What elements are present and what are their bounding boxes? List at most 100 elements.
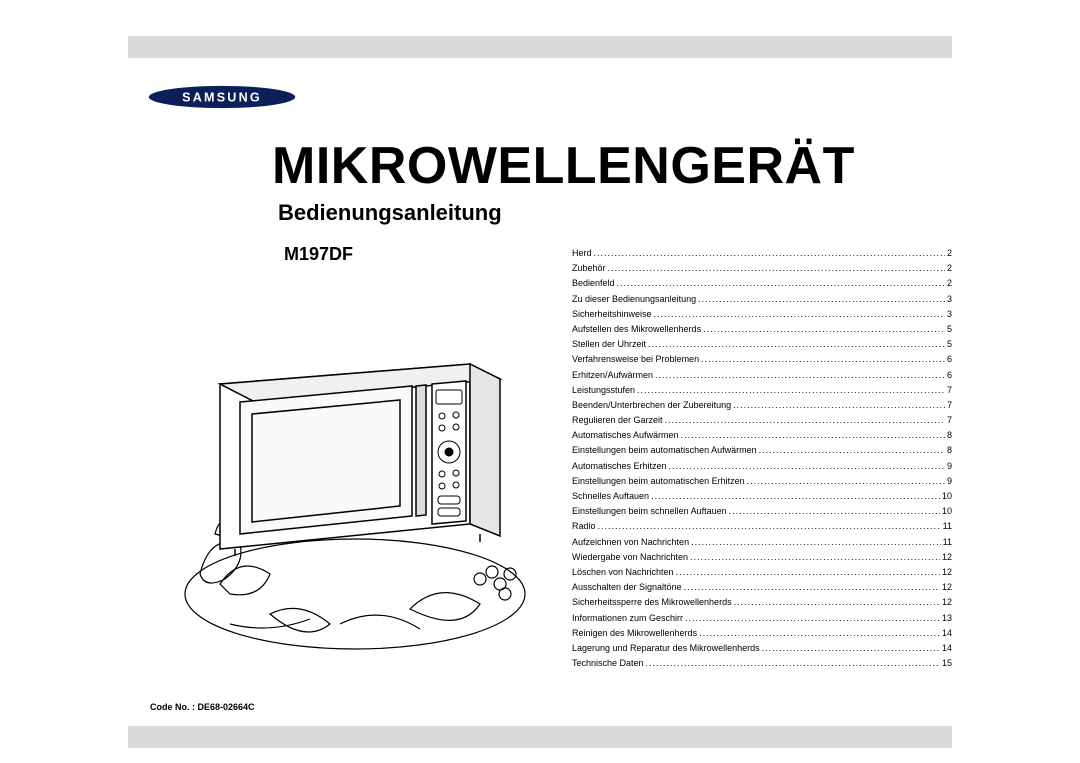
toc-row: Wiedergabe von Nachrichten..............…: [572, 553, 952, 562]
brand-logo-text: SAMSUNG: [182, 90, 262, 104]
toc-row: Reinigen des Mikrowellenherds...........…: [572, 629, 952, 638]
toc-entry-label: Beenden/Unterbrechen der Zubereitung: [572, 401, 731, 410]
toc-leader-dots: ........................................…: [594, 249, 945, 258]
toc-entry-page: 10: [942, 507, 952, 516]
toc-row: Leistungsstufen.........................…: [572, 386, 952, 395]
toc-entry-page: 12: [942, 598, 952, 607]
toc-entry-label: Ausschalten der Signaltöne: [572, 583, 682, 592]
toc-entry-page: 10: [942, 492, 952, 501]
toc-entry-label: Sicherheitshinweise: [572, 310, 652, 319]
toc-row: Automatisches Aufwärmen.................…: [572, 431, 952, 440]
toc-entry-page: 12: [942, 583, 952, 592]
toc-entry-label: Technische Daten: [572, 659, 644, 668]
toc-entry-label: Aufstellen des Mikrowellenherds: [572, 325, 701, 334]
toc-leader-dots: ........................................…: [762, 644, 940, 653]
toc-entry-label: Einstellungen beim schnellen Auftauen: [572, 507, 727, 516]
toc-entry-page: 8: [947, 446, 952, 455]
toc-leader-dots: ........................................…: [608, 264, 945, 273]
toc-leader-dots: ........................................…: [703, 325, 945, 334]
toc-row: Beenden/Unterbrechen der Zubereitung....…: [572, 401, 952, 410]
toc-leader-dots: ........................................…: [691, 538, 941, 547]
toc-leader-dots: ........................................…: [729, 507, 940, 516]
toc-leader-dots: ........................................…: [651, 492, 940, 501]
toc-row: Zu dieser Bedienungsanleitung...........…: [572, 295, 952, 304]
toc-row: Informationen zum Geschirr..............…: [572, 614, 952, 623]
toc-entry-label: Verfahrensweise bei Problemen: [572, 355, 699, 364]
toc-entry-label: Erhitzen/Aufwärmen: [572, 371, 653, 380]
toc-entry-page: 11: [943, 522, 952, 531]
toc-row: Erhitzen/Aufwärmen......................…: [572, 371, 952, 380]
samsung-logo-icon: SAMSUNG: [148, 82, 296, 112]
toc-entry-page: 12: [942, 568, 952, 577]
toc-entry-page: 8: [947, 431, 952, 440]
toc-leader-dots: ........................................…: [648, 340, 945, 349]
toc-leader-dots: ........................................…: [617, 279, 945, 288]
toc-leader-dots: ........................................…: [637, 386, 945, 395]
toc-entry-page: 14: [942, 629, 952, 638]
toc-row: Ausschalten der Signaltöne..............…: [572, 583, 952, 592]
toc-row: Radio...................................…: [572, 522, 952, 531]
toc-row: Stellen der Uhrzeit.....................…: [572, 340, 952, 349]
page-subtitle: Bedienungsanleitung: [278, 200, 502, 226]
toc-leader-dots: ........................................…: [747, 477, 945, 486]
toc-row: Aufzeichnen von Nachrichten.............…: [572, 538, 952, 547]
toc-entry-label: Schnelles Auftauen: [572, 492, 649, 501]
toc-entry-page: 7: [947, 401, 952, 410]
toc-row: Automatisches Erhitzen..................…: [572, 462, 952, 471]
model-number: M197DF: [284, 244, 353, 265]
toc-row: Sicherheitssperre des Mikrowellenherds..…: [572, 598, 952, 607]
toc-entry-page: 7: [947, 416, 952, 425]
toc-entry-page: 11: [943, 538, 952, 547]
toc-entry-label: Sicherheitssperre des Mikrowellenherds: [572, 598, 732, 607]
toc-entry-page: 3: [947, 310, 952, 319]
toc-row: Zubehör.................................…: [572, 264, 952, 273]
toc-leader-dots: ........................................…: [669, 462, 945, 471]
toc-entry-page: 2: [947, 249, 952, 258]
toc-entry-page: 2: [947, 279, 952, 288]
toc-entry-page: 2: [947, 264, 952, 273]
toc-entry-label: Radio: [572, 522, 596, 531]
document-code-number: Code No. : DE68-02664C: [150, 702, 255, 712]
toc-entry-label: Wiedergabe von Nachrichten: [572, 553, 688, 562]
toc-entry-page: 9: [947, 477, 952, 486]
toc-row: Einstellungen beim schnellen Auftauen...…: [572, 507, 952, 516]
toc-entry-page: 5: [947, 340, 952, 349]
toc-leader-dots: ........................................…: [654, 310, 945, 319]
toc-leader-dots: ........................................…: [734, 598, 940, 607]
toc-leader-dots: ........................................…: [676, 568, 940, 577]
toc-leader-dots: ........................................…: [646, 659, 940, 668]
toc-entry-page: 3: [947, 295, 952, 304]
page-title: MIKROWELLENGERÄT: [272, 136, 855, 196]
toc-entry-label: Herd: [572, 249, 592, 258]
toc-entry-page: 6: [947, 371, 952, 380]
toc-entry-label: Löschen von Nachrichten: [572, 568, 674, 577]
toc-row: Bedienfeld..............................…: [572, 279, 952, 288]
toc-row: Verfahrensweise bei Problemen...........…: [572, 355, 952, 364]
toc-entry-label: Einstellungen beim automatischen Erhitze…: [572, 477, 745, 486]
toc-entry-page: 5: [947, 325, 952, 334]
toc-leader-dots: ........................................…: [698, 295, 945, 304]
toc-entry-page: 13: [942, 614, 952, 623]
toc-entry-label: Regulieren der Garzeit: [572, 416, 663, 425]
toc-entry-page: 9: [947, 462, 952, 471]
toc-entry-label: Informationen zum Geschirr: [572, 614, 683, 623]
toc-leader-dots: ........................................…: [655, 371, 945, 380]
toc-leader-dots: ........................................…: [665, 416, 945, 425]
toc-leader-dots: ........................................…: [699, 629, 940, 638]
footer-rule-bar: [128, 726, 952, 748]
toc-leader-dots: ........................................…: [684, 583, 940, 592]
toc-entry-label: Zu dieser Bedienungsanleitung: [572, 295, 696, 304]
toc-entry-label: Stellen der Uhrzeit: [572, 340, 646, 349]
toc-row: Sicherheitshinweise.....................…: [572, 310, 952, 319]
toc-entry-page: 6: [947, 355, 952, 364]
code-no-value: DE68-02664C: [198, 702, 255, 712]
toc-leader-dots: ........................................…: [733, 401, 945, 410]
toc-entry-label: Automatisches Erhitzen: [572, 462, 667, 471]
toc-entry-label: Reinigen des Mikrowellenherds: [572, 629, 697, 638]
toc-row: Einstellungen beim automatischen Erhitze…: [572, 477, 952, 486]
toc-entry-label: Leistungsstufen: [572, 386, 635, 395]
toc-entry-page: 14: [942, 644, 952, 653]
toc-row: Herd....................................…: [572, 249, 952, 258]
product-illustration: [160, 324, 550, 664]
toc-row: Technische Daten........................…: [572, 659, 952, 668]
